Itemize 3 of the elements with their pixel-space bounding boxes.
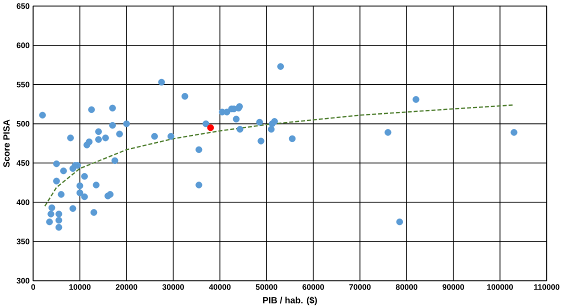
- y-axis-title: Score PISA: [3, 119, 10, 167]
- x-axis-title: PIB / hab. ($): [263, 296, 317, 305]
- line-series: [44, 104, 515, 207]
